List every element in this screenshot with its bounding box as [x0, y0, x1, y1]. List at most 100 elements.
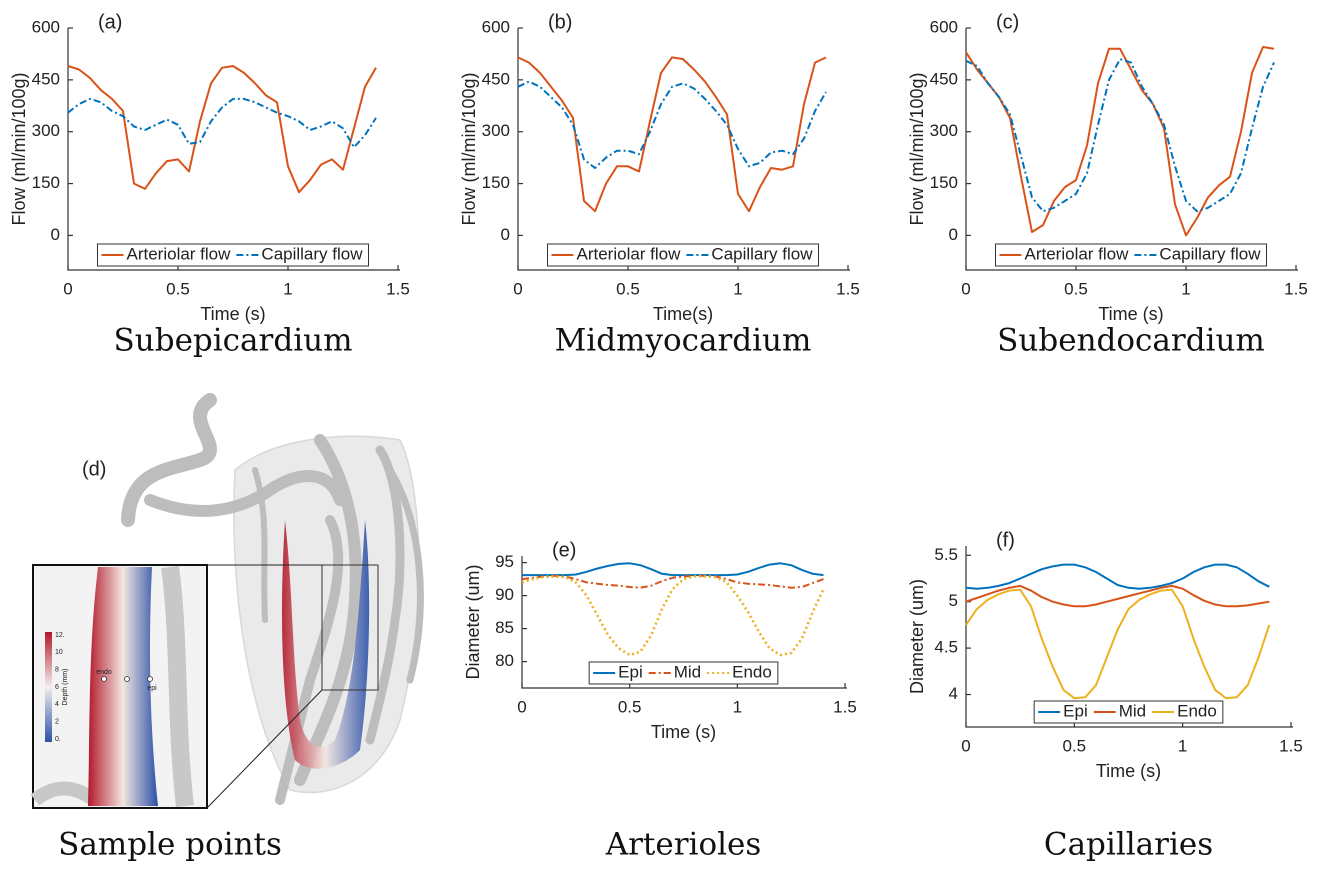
y-tick-label: 300 — [482, 121, 510, 140]
x-axis-label: Time (s) — [200, 304, 265, 324]
series-line — [521, 575, 825, 657]
x-axis-label: Time (s) — [1096, 761, 1161, 781]
legend-label: Arteriolar flow — [126, 244, 231, 263]
x-tick-label: 0.5 — [166, 279, 190, 298]
colorbar-label: 8 — [55, 667, 59, 674]
legend: Epi Mid Endo — [588, 661, 779, 685]
y-tick-label: 600 — [32, 17, 60, 36]
panel-caption: Arterioles — [605, 827, 762, 863]
legend-label: Arteriolar flow — [1024, 244, 1129, 263]
series-line — [67, 65, 377, 194]
panel-label: (b) — [548, 11, 572, 33]
legend: Arteriolar flow Capillary flow — [546, 243, 820, 267]
x-tick-label: 0.5 — [1064, 279, 1088, 298]
y-tick-label: 85 — [495, 618, 514, 637]
y-tick-label: 4 — [949, 684, 958, 703]
colorbar-label: 10 — [55, 649, 63, 656]
y-axis-label: Flow (ml/min/100g) — [907, 72, 927, 225]
panel-label: (e) — [552, 539, 576, 561]
y-axis-label: Flow (ml/min/100g) — [9, 72, 29, 225]
panel-caption: Subepicardium — [114, 323, 353, 359]
series-line — [965, 46, 1275, 237]
heart-illustration — [30, 393, 424, 809]
y-axis-label: Diameter (um) — [463, 564, 483, 679]
panel-label: (c) — [996, 11, 1019, 33]
y-tick-label: 450 — [32, 69, 60, 88]
x-tick-label: 0.5 — [1063, 736, 1087, 755]
x-tick-label: 1.5 — [1284, 279, 1308, 298]
y-tick-label: 0 — [501, 225, 510, 244]
series-line — [67, 97, 377, 149]
x-axis-label: Time(s) — [653, 304, 713, 324]
x-tick-label: 0 — [517, 697, 526, 716]
x-tick-label: 1 — [1178, 736, 1187, 755]
x-tick-label: 1.5 — [836, 279, 860, 298]
x-tick-label: 0.5 — [616, 279, 640, 298]
point-label: epi — [147, 685, 157, 692]
legend-frame — [588, 661, 779, 685]
axis-line — [67, 28, 400, 271]
series-line — [965, 588, 1271, 700]
series-line — [521, 574, 824, 589]
y-tick-label: 90 — [495, 585, 514, 604]
colorbar-label: 4 — [55, 701, 59, 708]
point-label: endo — [96, 669, 112, 676]
y-tick-label: 95 — [495, 552, 514, 571]
legend-frame — [546, 243, 820, 267]
x-tick-label: 0 — [513, 279, 522, 298]
y-tick-label: 5.5 — [934, 545, 958, 564]
panel-caption: Sample points — [58, 827, 282, 863]
series-line — [517, 56, 827, 213]
y-tick-label: 600 — [482, 17, 510, 36]
panel-label: (a) — [98, 11, 122, 33]
series-line — [965, 584, 1270, 608]
colorbar-label: 12. — [55, 632, 65, 639]
x-tick-label: 0 — [961, 279, 970, 298]
legend-label: Capillary flow — [1159, 244, 1261, 263]
axis-line — [965, 546, 1293, 728]
x-tick-label: 0.5 — [618, 697, 642, 716]
colorbar-label: 2 — [55, 719, 59, 726]
axis-line — [517, 28, 850, 271]
y-axis-label: Diameter (um) — [907, 579, 927, 694]
colorbar-title: Depth (mm) — [62, 669, 69, 706]
legend-label: Epi — [1063, 701, 1088, 720]
y-tick-label: 450 — [482, 69, 510, 88]
legend-label: Endo — [1177, 701, 1217, 720]
series-line — [965, 563, 1270, 590]
x-axis-label: Time (s) — [1098, 304, 1163, 324]
legend-label: Epi — [618, 662, 643, 681]
legend-label: Arteriolar flow — [576, 244, 681, 263]
y-tick-label: 150 — [930, 173, 958, 192]
y-tick-label: 80 — [495, 651, 514, 670]
legend-frame — [1033, 700, 1224, 724]
legend-label: Capillary flow — [261, 244, 363, 263]
series-line — [522, 562, 824, 577]
legend-frame — [994, 243, 1268, 267]
y-tick-label: 300 — [32, 121, 60, 140]
y-tick-label: 4.5 — [934, 638, 958, 657]
x-tick-label: 0 — [961, 736, 970, 755]
panel-caption: Subendocardium — [997, 323, 1265, 359]
legend-label: Mid — [674, 662, 701, 681]
legend: Arteriolar flow Capillary flow — [96, 243, 370, 267]
x-tick-label: 1 — [733, 279, 742, 298]
legend-label: Endo — [732, 662, 772, 681]
y-tick-label: 150 — [482, 173, 510, 192]
x-tick-label: 1 — [1181, 279, 1190, 298]
legend: Epi Mid Endo — [1033, 700, 1224, 724]
x-tick-label: 1.5 — [833, 697, 857, 716]
legend: Arteriolar flow Capillary flow — [994, 243, 1268, 267]
legend-label: Capillary flow — [711, 244, 813, 263]
x-tick-label: 1.5 — [1279, 736, 1303, 755]
y-tick-label: 600 — [930, 17, 958, 36]
x-tick-label: 0 — [63, 279, 72, 298]
panel-label: (d) — [82, 458, 106, 480]
colorbar-label: 6 — [55, 684, 59, 691]
colorbar-label: 0. — [55, 736, 61, 743]
panel-label: (f) — [996, 529, 1015, 551]
legend-label: Mid — [1119, 701, 1146, 720]
x-tick-label: 1 — [733, 697, 742, 716]
y-tick-label: 300 — [930, 121, 958, 140]
